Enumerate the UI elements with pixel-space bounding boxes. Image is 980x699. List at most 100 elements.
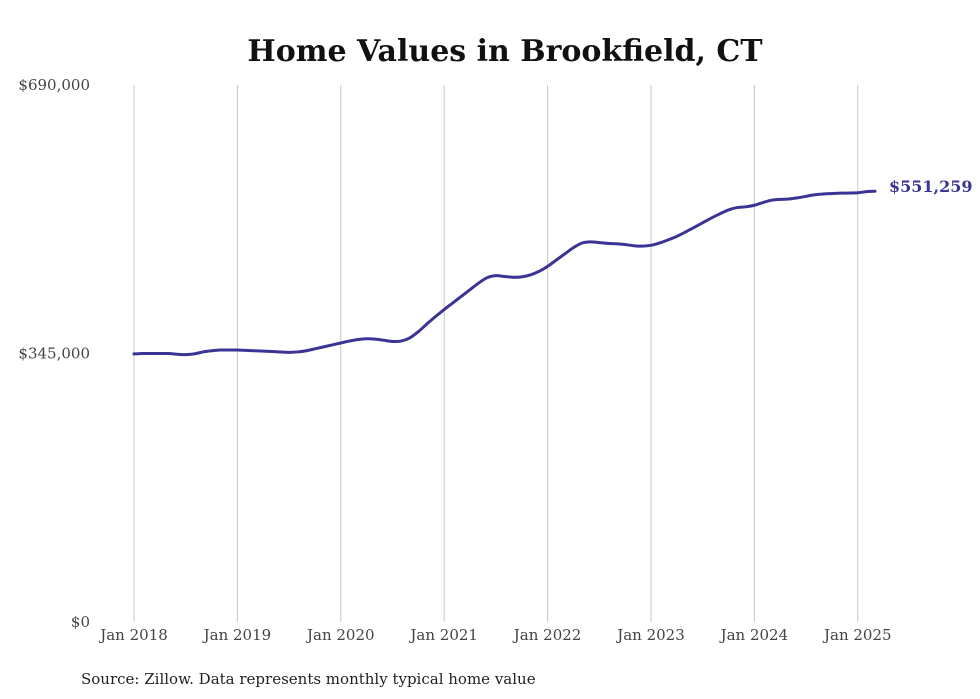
- data-point: [486, 276, 488, 278]
- data-point: [400, 340, 402, 342]
- data-point: [305, 350, 307, 352]
- data-point: [805, 195, 807, 197]
- data-point: [667, 239, 669, 241]
- x-axis: Jan 2018 Jan 2019 Jan 2020 Jan 2021 Jan 2022…: [98, 626, 891, 644]
- x-tick-label: Jan 2023: [615, 626, 685, 644]
- data-point: [658, 242, 660, 244]
- y-axis: $0 $345,000 $690,000: [18, 76, 90, 631]
- data-point: [348, 340, 350, 342]
- data-point: [572, 246, 574, 248]
- data-point: [495, 274, 497, 276]
- data-point: [288, 351, 290, 353]
- data-point: [219, 349, 221, 351]
- series-layer: [132, 189, 877, 357]
- data-point: [736, 206, 738, 208]
- data-point: [322, 346, 324, 348]
- data-point: [693, 226, 695, 228]
- data-point: [184, 353, 186, 355]
- data-point: [813, 194, 815, 196]
- data-point: [865, 190, 867, 192]
- x-tick-label: Jan 2025: [822, 626, 892, 644]
- data-point: [460, 295, 462, 297]
- chart-title: Home Values in Brookfield, CT: [247, 34, 763, 69]
- data-point: [538, 270, 540, 272]
- data-point: [779, 198, 781, 200]
- y-tick-label: $690,000: [18, 76, 90, 94]
- data-point: [650, 244, 652, 246]
- data-point: [383, 339, 385, 341]
- data-point: [512, 276, 514, 278]
- data-point: [546, 265, 548, 267]
- data-point: [676, 235, 678, 237]
- data-point: [710, 217, 712, 219]
- data-point: [443, 308, 445, 310]
- data-point: [788, 198, 790, 200]
- data-point: [564, 253, 566, 255]
- data-point: [770, 199, 772, 201]
- data-point: [581, 242, 583, 244]
- data-point: [633, 245, 635, 247]
- data-point: [615, 243, 617, 245]
- data-point: [133, 353, 135, 355]
- data-point: [391, 340, 393, 342]
- x-tick-label: Jan 2020: [305, 626, 375, 644]
- data-point: [719, 213, 721, 215]
- data-point: [727, 209, 729, 211]
- data-point: [503, 275, 505, 277]
- data-point: [236, 349, 238, 351]
- data-point: [365, 338, 367, 340]
- data-point: [141, 352, 143, 354]
- data-point: [262, 350, 264, 352]
- data-point: [684, 231, 686, 233]
- data-point: [245, 349, 247, 351]
- data-point: [521, 276, 523, 278]
- data-point: [331, 344, 333, 346]
- data-point: [202, 351, 204, 353]
- y-tick-label: $0: [71, 613, 90, 631]
- data-point: [159, 352, 161, 354]
- data-point: [434, 315, 436, 317]
- data-point: [150, 352, 152, 354]
- x-tick-label: Jan 2022: [512, 626, 582, 644]
- data-point: [210, 350, 212, 352]
- data-point: [477, 282, 479, 284]
- data-point: [176, 353, 178, 355]
- data-point: [607, 242, 609, 244]
- data-point: [426, 323, 428, 325]
- data-point: [374, 338, 376, 340]
- data-point: [848, 192, 850, 194]
- data-point: [589, 241, 591, 243]
- x-tick-label: Jan 2021: [408, 626, 478, 644]
- data-point: [701, 222, 703, 224]
- data-point: [745, 206, 747, 208]
- data-point: [193, 353, 195, 355]
- data-point: [228, 349, 230, 351]
- source-note: Source: Zillow. Data represents monthly …: [81, 670, 536, 688]
- data-point: [452, 302, 454, 304]
- y-tick-label: $345,000: [18, 345, 90, 363]
- data-point: [874, 190, 876, 192]
- data-point: [297, 351, 299, 353]
- data-point: [409, 337, 411, 339]
- data-point: [857, 192, 859, 194]
- data-point: [762, 201, 764, 203]
- data-point: [641, 245, 643, 247]
- data-point: [253, 350, 255, 352]
- data-point: [624, 243, 626, 245]
- data-point: [314, 348, 316, 350]
- x-tick-label: Jan 2019: [202, 626, 272, 644]
- x-tick-label: Jan 2024: [719, 626, 789, 644]
- data-point: [796, 197, 798, 199]
- series-line: [132, 189, 877, 357]
- data-point: [831, 192, 833, 194]
- data-point: [822, 193, 824, 195]
- data-point: [340, 342, 342, 344]
- data-point: [839, 192, 841, 194]
- data-point: [529, 274, 531, 276]
- data-point: [279, 351, 281, 353]
- data-point: [357, 338, 359, 340]
- x-tick-label: Jan 2018: [98, 626, 168, 644]
- data-point: [271, 350, 273, 352]
- end-value-label: $551,259: [889, 177, 973, 196]
